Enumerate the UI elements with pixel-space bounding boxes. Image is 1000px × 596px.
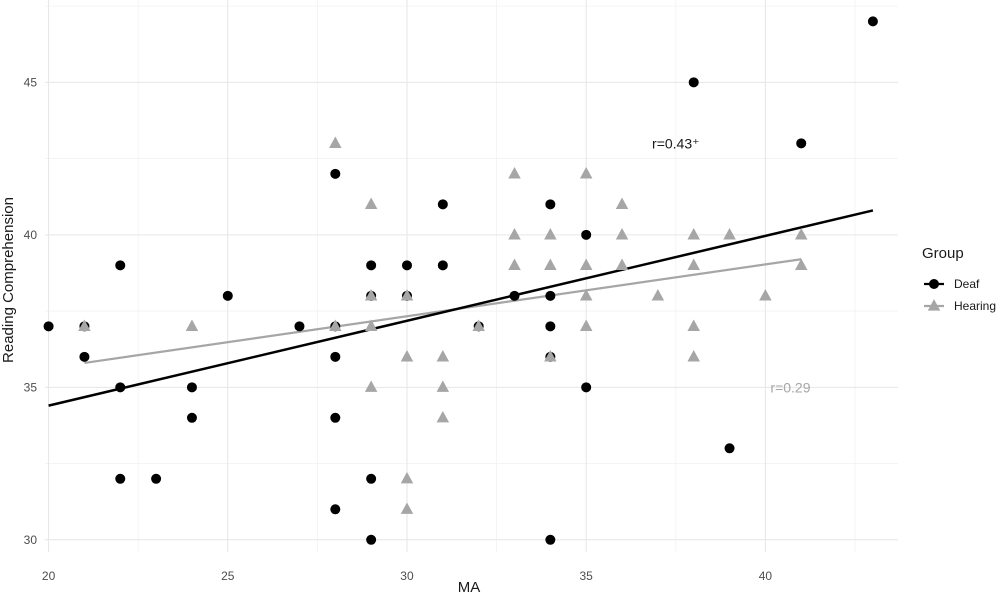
x-tick-label: 30 (400, 569, 414, 583)
hearing-point (544, 349, 557, 362)
hearing-point (472, 319, 485, 331)
deaf-point (437, 199, 448, 210)
legend-key-deaf (929, 279, 939, 289)
hearing-point (364, 319, 378, 331)
hearing-point (579, 319, 593, 331)
hearing-point (400, 289, 414, 301)
deaf-point (79, 351, 90, 362)
y-tick-label: 35 (24, 380, 38, 394)
hearing-point (579, 258, 593, 270)
deaf-point (115, 382, 126, 393)
deaf-point (115, 473, 126, 484)
hearing-point (436, 410, 450, 423)
deaf-point (545, 290, 556, 301)
hearing-point (78, 319, 91, 331)
deaf-r-annotation: r=0.43⁺ (652, 135, 699, 151)
deaf-point (330, 351, 341, 362)
deaf-point (581, 382, 592, 393)
deaf-point (330, 504, 341, 515)
annotations: r=0.43⁺ r=0.29 (652, 135, 811, 395)
hearing-point (615, 197, 629, 209)
hearing-point (185, 319, 199, 331)
legend: Group Deaf Hearing (922, 245, 996, 313)
x-tick-labels: 20 25 30 35 40 (42, 569, 772, 583)
deaf-fit-line (48, 209, 874, 407)
hearing-point (436, 380, 450, 392)
deaf-point (186, 412, 197, 423)
deaf-point (867, 16, 878, 27)
hearing-point (400, 471, 414, 484)
grid (45, 0, 898, 552)
x-tick-label: 25 (221, 569, 235, 583)
hearing-point (759, 289, 772, 301)
hearing-r-annotation: r=0.29 (770, 379, 810, 395)
hearing-point (651, 289, 665, 301)
legend-title: Group (922, 245, 964, 262)
deaf-point (294, 321, 305, 332)
deaf-point (581, 229, 592, 240)
hearing-point (687, 228, 700, 240)
hearing-point (544, 228, 557, 240)
deaf-point (222, 290, 233, 301)
hearing-point (687, 349, 700, 362)
hearing-point (579, 289, 593, 301)
hearing-point (615, 228, 629, 240)
deaf-point (186, 382, 197, 393)
hearing-point (687, 258, 700, 270)
hearing-point (794, 228, 808, 240)
deaf-point (115, 260, 126, 271)
hearing-point (508, 258, 521, 270)
data-points (43, 16, 878, 545)
deaf-point (330, 412, 341, 423)
x-tick-label: 40 (759, 569, 773, 583)
deaf-point (151, 473, 162, 484)
deaf-point (509, 290, 520, 301)
deaf-point (366, 473, 377, 484)
deaf-point (724, 443, 735, 454)
deaf-point (688, 77, 699, 88)
hearing-point (436, 349, 450, 362)
hearing-point (615, 258, 629, 270)
hearing-point (400, 349, 414, 362)
hearing-point (364, 197, 378, 209)
deaf-point (796, 138, 807, 149)
hearing-point (329, 136, 342, 148)
hearing-point (400, 502, 414, 514)
hearing-point (579, 167, 593, 179)
legend-label-hearing: Hearing (954, 299, 996, 313)
deaf-point (43, 321, 54, 332)
hearing-point (364, 380, 378, 392)
hearing-point (794, 258, 808, 270)
deaf-point (437, 260, 448, 271)
y-tick-labels: 30 35 40 45 (24, 75, 38, 546)
x-tick-label: 20 (42, 569, 56, 583)
deaf-point (401, 260, 412, 271)
hearing-point (364, 289, 378, 301)
deaf-point (366, 534, 377, 545)
hearing-point (329, 319, 342, 331)
deaf-point (545, 534, 556, 545)
y-axis-title: Reading Comprehension (0, 197, 17, 363)
hearing-point (723, 228, 736, 240)
y-tick-label: 30 (24, 533, 38, 547)
deaf-point (330, 168, 341, 179)
hearing-point (508, 228, 521, 240)
hearing-point (508, 167, 521, 179)
y-tick-label: 40 (24, 228, 38, 242)
legend-key-hearing (927, 299, 941, 311)
y-tick-label: 45 (24, 75, 38, 89)
deaf-point (366, 260, 377, 271)
x-tick-label: 35 (580, 569, 594, 583)
deaf-point (545, 321, 556, 332)
deaf-point (545, 199, 556, 210)
hearing-point (544, 258, 557, 270)
hearing-point (687, 319, 700, 331)
x-axis-title: MA (458, 579, 481, 596)
fit-lines (48, 209, 874, 407)
legend-label-deaf: Deaf (954, 277, 980, 291)
